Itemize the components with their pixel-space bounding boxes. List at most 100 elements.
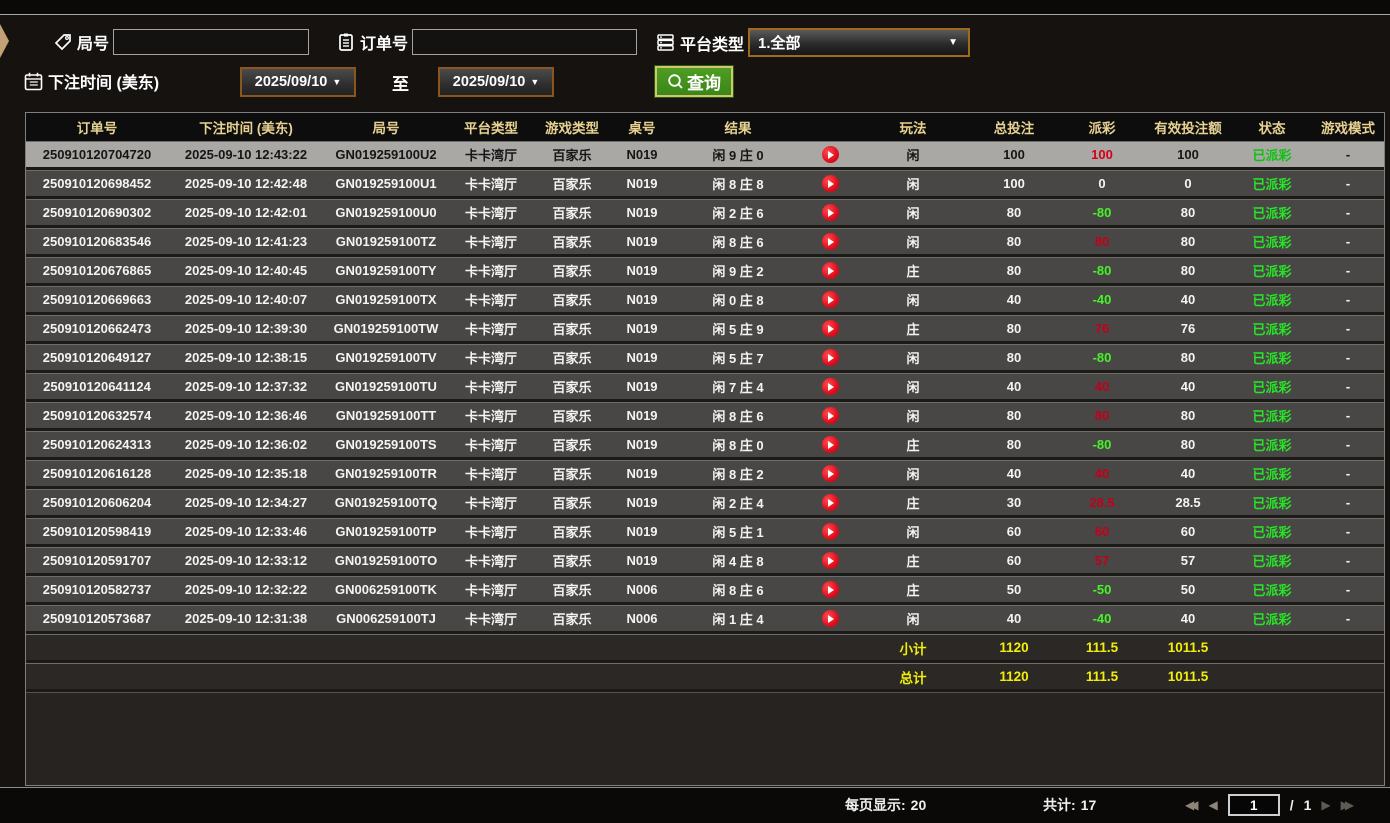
video-cell[interactable] <box>802 403 858 428</box>
play-video-icon[interactable] <box>821 465 839 482</box>
drawer-handle-icon[interactable] <box>0 24 9 58</box>
video-cell[interactable] <box>802 490 858 515</box>
round-no-cell: GN006259100TJ <box>336 611 436 626</box>
result-cell: 闲 8 庄 6 <box>712 409 764 424</box>
bet-time-label: 下注时间 (美东) <box>48 75 160 92</box>
video-cell[interactable] <box>802 316 858 341</box>
play-video-icon[interactable] <box>821 494 839 511</box>
video-cell[interactable] <box>802 200 858 225</box>
valid-bet-cell: 50 <box>1180 582 1196 597</box>
table-no-cell: N006 <box>626 611 658 626</box>
video-cell[interactable] <box>802 345 858 370</box>
video-cell[interactable] <box>802 606 858 631</box>
bet-side-cell: 闲 <box>906 525 920 540</box>
grand-total-row-platform-cell <box>448 664 534 689</box>
video-cell[interactable] <box>802 287 858 312</box>
last-page-icon[interactable]: ▶▶ <box>1340 798 1355 812</box>
round-input[interactable] <box>113 29 310 55</box>
status-cell: 已派彩 <box>1252 525 1292 540</box>
video-cell[interactable] <box>802 229 858 254</box>
table-row[interactable]: 250910120649127 2025-09-10 12:38:15 GN0192… <box>26 344 1384 373</box>
grand-total-row-valid-bet-cell: 1011.5 <box>1167 669 1209 684</box>
bet-time-cell: 2025-09-10 12:42:01 <box>184 205 308 220</box>
play-video-icon[interactable] <box>821 233 839 250</box>
order-input[interactable] <box>412 29 638 55</box>
table-row[interactable]: 250910120704720 2025-09-10 12:43:22 GN0192… <box>26 141 1384 170</box>
table-empty-area <box>26 692 1384 785</box>
play-video-icon[interactable] <box>821 436 839 453</box>
table-row[interactable]: 250910120598419 2025-09-10 12:33:46 GN0192… <box>26 518 1384 547</box>
video-cell[interactable] <box>802 374 858 399</box>
video-cell[interactable] <box>802 142 858 167</box>
status-cell: 已派彩 <box>1252 293 1292 308</box>
valid-bet-cell: 80 <box>1180 263 1196 278</box>
table-row[interactable]: 250910120683546 2025-09-10 12:41:23 GN0192… <box>26 228 1384 257</box>
total-count-label: 共计: <box>1043 797 1076 813</box>
video-cell[interactable] <box>802 461 858 486</box>
video-cell[interactable] <box>802 577 858 602</box>
table-row[interactable]: 250910120616128 2025-09-10 12:35:18 GN0192… <box>26 460 1384 489</box>
table-no-cell: N019 <box>626 466 658 481</box>
order-filter: 订单号 <box>336 29 638 55</box>
table-row[interactable]: 250910120624313 2025-09-10 12:36:02 GN0192… <box>26 431 1384 460</box>
table-row[interactable]: 250910120582737 2025-09-10 12:32:22 GN0062… <box>26 576 1384 605</box>
table-row[interactable]: 250910120632574 2025-09-10 12:36:46 GN0192… <box>26 402 1384 431</box>
game-mode-cell: - <box>1345 495 1351 510</box>
play-video-icon[interactable] <box>821 407 839 424</box>
video-cell[interactable] <box>802 519 858 544</box>
table-row[interactable]: 250910120641124 2025-09-10 12:37:32 GN0192… <box>26 373 1384 402</box>
date-to-label-wrap: 至 <box>388 70 413 95</box>
payout-cell: 80 <box>1094 408 1110 423</box>
subtotal-row-bet-time-cell <box>168 635 324 660</box>
round-no-cell: GN019259100TW <box>333 321 439 336</box>
play-video-icon[interactable] <box>821 204 839 221</box>
prev-page-icon[interactable]: ◀ <box>1208 798 1218 812</box>
round-no-cell: GN019259100U1 <box>335 176 437 191</box>
play-video-icon[interactable] <box>821 291 839 308</box>
bet-side-cell: 庄 <box>906 264 920 279</box>
next-page-icon[interactable]: ▶ <box>1321 798 1331 812</box>
subtotal-row-game-mode-cell <box>1312 635 1384 660</box>
table-row[interactable]: 250910120662473 2025-09-10 12:39:30 GN0192… <box>26 315 1384 344</box>
video-cell[interactable] <box>802 432 858 457</box>
play-video-icon[interactable] <box>821 378 839 395</box>
date-from-picker[interactable]: 2025/09/10 ▼ <box>240 67 356 97</box>
table-row[interactable]: 250910120676865 2025-09-10 12:40:45 GN0192… <box>26 257 1384 286</box>
bet-side-cell: 闲 <box>906 467 920 482</box>
play-video-icon[interactable] <box>821 552 839 569</box>
page-number-input[interactable] <box>1227 794 1280 816</box>
play-video-icon[interactable] <box>821 349 839 366</box>
play-video-icon[interactable] <box>821 320 839 337</box>
game-type-cell: 百家乐 <box>552 177 592 192</box>
table-row[interactable]: 250910120690302 2025-09-10 12:42:01 GN0192… <box>26 199 1384 228</box>
platform-cell: 卡卡湾厅 <box>464 496 517 511</box>
date-to-picker[interactable]: 2025/09/10 ▼ <box>438 67 554 97</box>
first-page-icon[interactable]: ◀◀ <box>1185 798 1199 812</box>
page-size-display: 每页显示: 20 <box>845 788 926 822</box>
round-no-cell: GN006259100TK <box>335 582 437 597</box>
table-row[interactable]: 250910120606204 2025-09-10 12:34:27 GN0192… <box>26 489 1384 518</box>
subtotal-row: 小计 1120 111.5 1011.5 <box>26 634 1384 663</box>
video-cell[interactable] <box>802 548 858 573</box>
table-row[interactable]: 250910120669663 2025-09-10 12:40:07 GN0192… <box>26 286 1384 315</box>
table-row[interactable]: 250910120573687 2025-09-10 12:31:38 GN0062… <box>26 605 1384 634</box>
play-video-icon[interactable] <box>821 610 839 627</box>
table-row[interactable]: 250910120591707 2025-09-10 12:33:12 GN0192… <box>26 547 1384 576</box>
video-cell[interactable] <box>802 258 858 283</box>
status-cell: 已派彩 <box>1252 206 1292 221</box>
payout-cell: -40 <box>1092 611 1112 626</box>
play-video-icon[interactable] <box>821 146 839 163</box>
video-cell[interactable] <box>802 171 858 196</box>
play-video-icon[interactable] <box>821 262 839 279</box>
valid-bet-cell: 0 <box>1184 176 1192 191</box>
play-video-icon[interactable] <box>821 581 839 598</box>
query-wrap: 查询 <box>654 65 734 98</box>
play-video-icon[interactable] <box>821 175 839 192</box>
platform-type-select[interactable]: 1.全部 ▼ <box>748 28 971 57</box>
grand-total-row-round-no-cell <box>324 664 448 689</box>
table-row[interactable]: 250910120698452 2025-09-10 12:42:48 GN0192… <box>26 170 1384 199</box>
order-no-cell: 250910120606204 <box>42 495 152 510</box>
query-button[interactable]: 查询 <box>654 65 734 98</box>
grand-total-row: 总计 1120 111.5 1011.5 <box>26 663 1384 692</box>
play-video-icon[interactable] <box>821 523 839 540</box>
